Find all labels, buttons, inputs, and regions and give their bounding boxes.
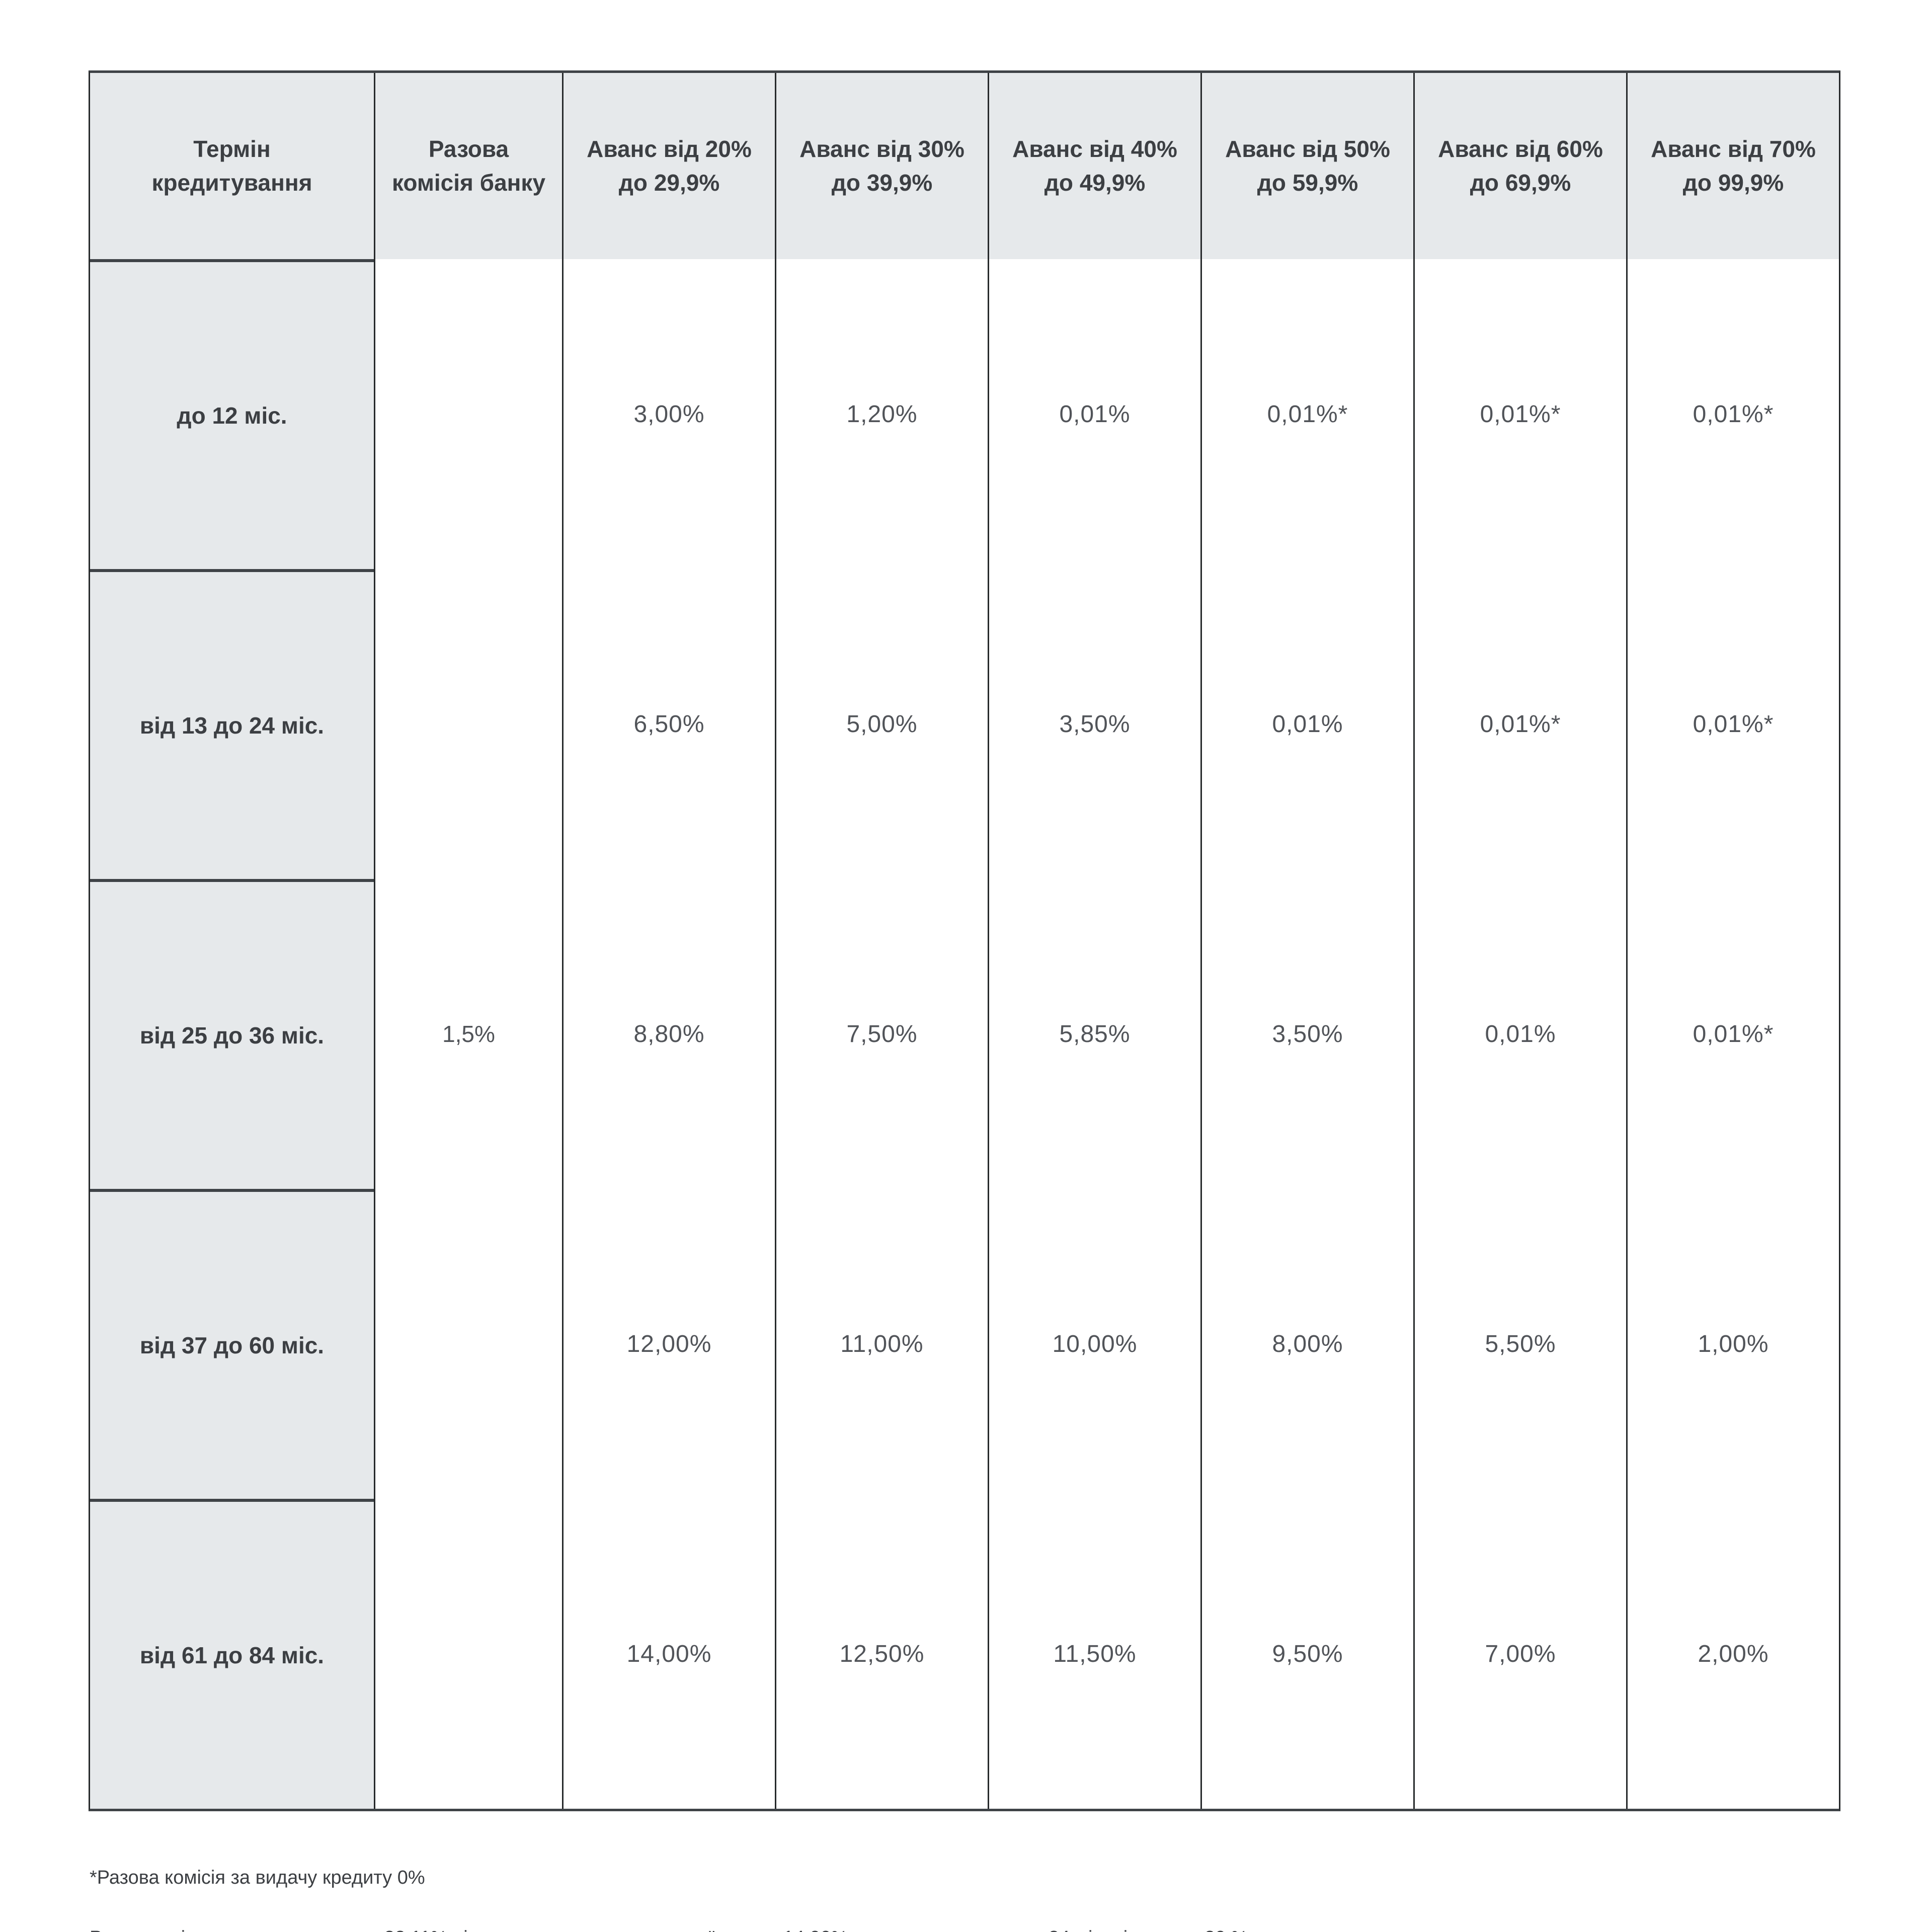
rate-cell: 3,00% bbox=[562, 259, 775, 569]
rate-cell: 9,50% bbox=[1200, 1499, 1413, 1809]
credit-rates-table: Термін кредитування Разова комісія банку… bbox=[89, 70, 1840, 1811]
term-cell: від 37 до 60 міс. bbox=[90, 1189, 374, 1499]
rate-cell: 6,50% bbox=[562, 569, 775, 879]
commission-cell: 1,5% bbox=[374, 259, 562, 1809]
rate-cell: 0,01% bbox=[1200, 569, 1413, 879]
rate-cell: 0,01%* bbox=[1626, 259, 1839, 569]
rate-cell: 0,01%* bbox=[1413, 259, 1626, 569]
rate-cell: 1,20% bbox=[775, 259, 988, 569]
rate-cell: 5,50% bbox=[1413, 1189, 1626, 1499]
rate-cell: 8,80% bbox=[562, 879, 775, 1189]
term-cell: від 61 до 84 міс. bbox=[90, 1499, 374, 1809]
footnotes: *Разова комісія за видачу кредиту 0% Реа… bbox=[90, 1832, 1253, 1932]
footnote-line: *Разова комісія за видачу кредиту 0% bbox=[90, 1867, 425, 1888]
rate-cell: 3,50% bbox=[988, 569, 1200, 879]
header-advance-40: Аванс від 40% до 49,9% bbox=[988, 73, 1200, 259]
rate-cell: 2,00% bbox=[1626, 1499, 1839, 1809]
header-advance-60: Аванс від 60% до 69,9% bbox=[1413, 73, 1626, 259]
rate-cell: 1,00% bbox=[1626, 1189, 1839, 1499]
rate-cell: 0,01%* bbox=[1626, 569, 1839, 879]
rate-cell: 0,01% bbox=[1413, 879, 1626, 1189]
header-term: Термін кредитування bbox=[90, 73, 374, 259]
header-advance-70: Аванс від 70% до 99,9% bbox=[1626, 73, 1839, 259]
rate-cell: 12,00% bbox=[562, 1189, 775, 1499]
rate-cell: 12,50% bbox=[775, 1499, 988, 1809]
rate-cell: 0,01%* bbox=[1200, 259, 1413, 569]
rate-cell: 7,00% bbox=[1413, 1499, 1626, 1809]
term-cell: до 12 міс. bbox=[90, 259, 374, 569]
rate-cell: 10,00% bbox=[988, 1189, 1200, 1499]
header-commission: Разова комісія банку bbox=[374, 73, 562, 259]
header-advance-50: Аванс від 50% до 59,9% bbox=[1200, 73, 1413, 259]
header-advance-20: Аванс від 20% до 29,9% bbox=[562, 73, 775, 259]
rate-cell: 11,50% bbox=[988, 1499, 1200, 1809]
term-cell: від 13 до 24 міс. bbox=[90, 569, 374, 879]
term-cell: від 25 до 36 міс. bbox=[90, 879, 374, 1189]
rate-cell: 7,50% bbox=[775, 879, 988, 1189]
header-advance-30: Аванс від 30% до 39,9% bbox=[775, 73, 988, 259]
rate-cell: 0,01%* bbox=[1626, 879, 1839, 1189]
rate-cell: 5,00% bbox=[775, 569, 988, 879]
rate-cell: 14,00% bbox=[562, 1499, 775, 1809]
rate-cell: 11,00% bbox=[775, 1189, 988, 1499]
rate-cell: 0,01% bbox=[988, 259, 1200, 569]
rate-cell: 8,00% bbox=[1200, 1189, 1413, 1499]
rate-cell: 3,50% bbox=[1200, 879, 1413, 1189]
rate-cell: 0,01%* bbox=[1413, 569, 1626, 879]
footnote-line: Реальна річна процентна ставка 32,11% рі… bbox=[90, 1923, 1253, 1932]
rate-cell: 5,85% bbox=[988, 879, 1200, 1189]
